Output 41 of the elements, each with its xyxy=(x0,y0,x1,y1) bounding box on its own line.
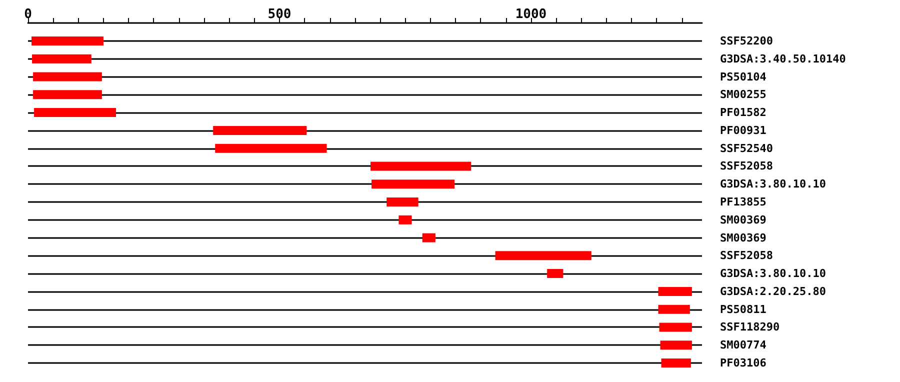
bar xyxy=(659,322,692,332)
bar xyxy=(422,233,436,242)
bar xyxy=(661,358,691,368)
y-tick-label: PS50104 xyxy=(720,70,767,84)
y-tick-label: SSF52058 xyxy=(720,160,773,173)
y-tick-label: G3DSA:3.80.10.10 xyxy=(720,178,826,191)
y-tick-label: G3DSA:3.80.10.10 xyxy=(720,267,826,280)
y-tick-label: PF00931 xyxy=(720,124,767,137)
bar xyxy=(660,340,692,350)
bar xyxy=(658,304,690,314)
y-tick-label: G3DSA:3.40.50.10140 xyxy=(720,52,846,66)
bar xyxy=(34,108,116,118)
bar xyxy=(33,72,102,82)
bar xyxy=(370,162,472,171)
y-tick-label: SSF52540 xyxy=(720,142,773,155)
bar xyxy=(495,251,592,260)
x-tick-label: 500 xyxy=(268,7,292,22)
y-tick-label: SSF52058 xyxy=(720,249,773,262)
bar xyxy=(32,36,104,46)
bar xyxy=(547,269,564,278)
y-tick-label: SM00369 xyxy=(720,213,766,226)
y-tick-label: G3DSA:2.20.25.80 xyxy=(720,284,826,298)
x-tick-label: 0 xyxy=(24,7,32,22)
x-tick-label: 1000 xyxy=(515,7,547,22)
bar xyxy=(215,144,327,153)
y-tick-label: PS50811 xyxy=(720,302,767,316)
y-tick-label: PF13855 xyxy=(720,196,766,208)
y-tick-label: PF03106 xyxy=(720,356,767,370)
bar xyxy=(372,180,455,189)
bar xyxy=(32,54,92,64)
bar xyxy=(658,286,692,296)
bar xyxy=(386,198,418,206)
y-tick-label: SM00369 xyxy=(720,231,766,244)
y-tick-label: SM00255 xyxy=(720,88,766,102)
bar xyxy=(398,215,412,224)
y-tick-label: PF01582 xyxy=(720,106,766,120)
y-tick-label: SM00774 xyxy=(720,338,767,352)
y-tick-label: SSF52200 xyxy=(720,34,773,48)
y-tick-label: SSF118290 xyxy=(720,320,780,334)
bar xyxy=(33,90,102,100)
bar xyxy=(213,126,307,135)
